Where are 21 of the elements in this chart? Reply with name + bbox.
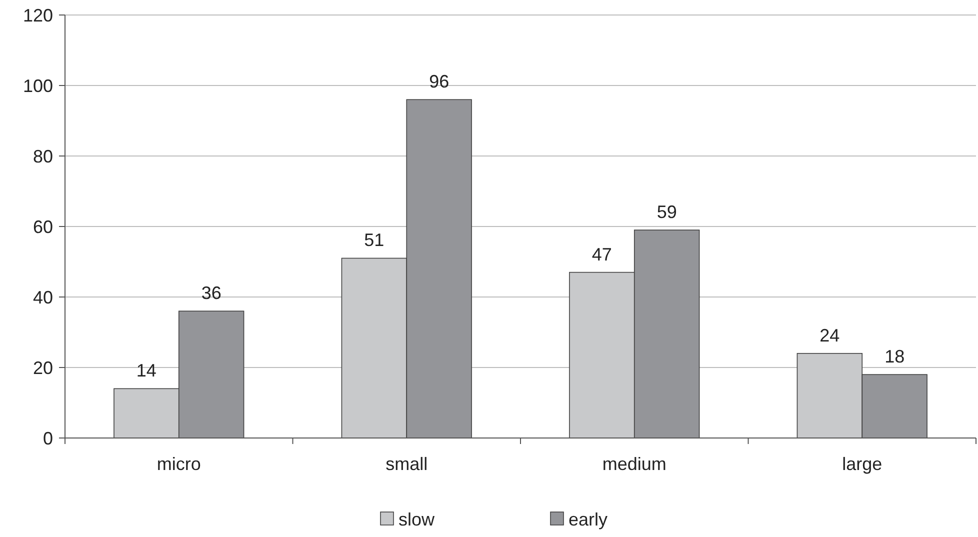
data-label: 47 bbox=[592, 244, 612, 264]
legend-label: slow bbox=[398, 509, 436, 530]
y-tick-label: 0 bbox=[42, 428, 53, 448]
y-tick-label: 40 bbox=[32, 287, 53, 308]
x-tick-label: micro bbox=[156, 454, 201, 474]
y-tick-label: 100 bbox=[22, 76, 53, 96]
data-label: 51 bbox=[364, 230, 384, 250]
x-tick-label: medium bbox=[602, 454, 666, 474]
data-label: 24 bbox=[820, 325, 840, 346]
data-label: 18 bbox=[884, 346, 905, 367]
data-label: 96 bbox=[429, 72, 450, 92]
data-label: 59 bbox=[656, 202, 677, 222]
data-label: 36 bbox=[201, 283, 222, 304]
y-tick-label: 60 bbox=[32, 216, 53, 237]
y-tick-label: 20 bbox=[32, 358, 53, 378]
x-tick-label: small bbox=[386, 454, 428, 474]
y-tick-label: 120 bbox=[22, 5, 53, 26]
x-tick-label: large bbox=[842, 454, 882, 474]
legend-label: early bbox=[568, 509, 608, 530]
y-tick-label: 80 bbox=[32, 146, 53, 166]
data-label: 14 bbox=[136, 360, 156, 381]
